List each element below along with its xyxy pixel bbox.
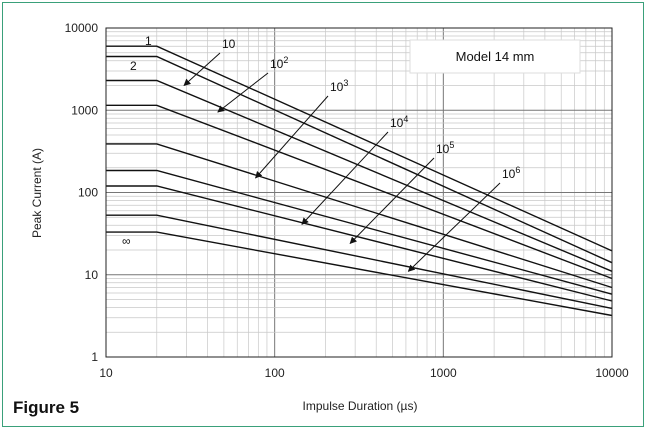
curve-label-103: 103 — [330, 78, 348, 94]
curve-label-10: 10 — [222, 37, 236, 51]
series-line- — [106, 231, 613, 317]
x-tick-label: 10000 — [595, 366, 629, 380]
y-tick-label: 10 — [85, 268, 99, 282]
y-tick-label: 1 — [91, 350, 98, 364]
annotation-arrow — [255, 95, 329, 179]
y-tick-labels: 1 10 100 1000 10000 — [65, 21, 99, 364]
legend-box-text: Model 14 mm — [456, 49, 535, 64]
series-line-103 — [106, 143, 613, 289]
x-tick-label: 10 — [99, 366, 113, 380]
legend-box-rect — [409, 39, 581, 74]
y-tick-label: 10000 — [65, 21, 99, 35]
series-line-2 — [106, 55, 613, 264]
x-tick-label: 100 — [265, 366, 285, 380]
y-tick-label: 1000 — [71, 103, 98, 117]
curve-label-1: 1 — [145, 34, 152, 48]
annotation-arrow — [183, 52, 221, 86]
series-line-104 — [106, 169, 613, 295]
annotation-arrow — [301, 131, 389, 225]
curve-label-inf: ∞ — [122, 234, 131, 248]
figure-label: Figure 5 — [13, 398, 80, 417]
series-lines — [106, 45, 613, 317]
legend-box: Model 14 mm — [409, 39, 581, 74]
y-tick-label: 100 — [78, 186, 98, 200]
annotation-arrow — [349, 157, 435, 244]
curve-label-102: 102 — [270, 55, 288, 71]
series-line-1 — [106, 45, 613, 252]
annotation-arrow — [217, 72, 269, 113]
annotation-arrow — [407, 182, 501, 272]
curve-label-2: 2 — [130, 59, 137, 73]
x-axis-label: Impulse Duration (µs) — [303, 399, 418, 413]
x-tick-label: 1000 — [430, 366, 457, 380]
series-line-10 — [106, 79, 613, 272]
x-tick-labels: 10 100 1000 10000 — [99, 366, 629, 380]
y-axis-label: Peak Current (A) — [30, 148, 44, 238]
plot-border — [105, 27, 613, 358]
series-line-106 — [106, 214, 613, 310]
curve-label-106: 106 — [502, 165, 520, 181]
series-line-105 — [106, 185, 613, 302]
